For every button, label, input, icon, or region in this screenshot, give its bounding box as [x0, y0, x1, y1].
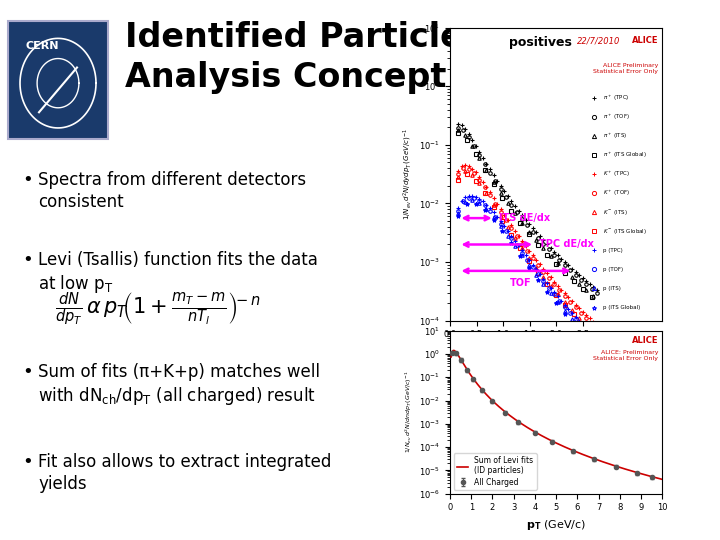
Text: ALICE: Preliminary
Statistical Error Only: ALICE: Preliminary Statistical Error Onl…	[593, 350, 658, 361]
Text: ALICE: ALICE	[631, 36, 658, 45]
X-axis label: $\mathbf{p_T}$ (GeV/c): $\mathbf{p_T}$ (GeV/c)	[526, 518, 586, 532]
Text: 33: 33	[682, 513, 702, 528]
Sum of Levi fits
(ID particles)	[461, 363, 469, 369]
Text: ALICE Preliminary
Statistical Error Only: ALICE Preliminary Statistical Error Only	[593, 63, 658, 73]
Text: •: •	[22, 171, 32, 188]
Text: TOF: TOF	[510, 278, 531, 288]
Sum of Levi fits
(ID particles)	[649, 474, 657, 480]
Sum of Levi fits
(ID particles)	[456, 356, 465, 362]
Text: p (ITS Global): p (ITS Global)	[603, 305, 640, 310]
Y-axis label: $1/N_{ev}\,d^2N/dydp_T\,(GeV/c)^{-1}$: $1/N_{ev}\,d^2N/dydp_T\,(GeV/c)^{-1}$	[401, 128, 414, 220]
Text: $K^+$ (TOF): $K^+$ (TOF)	[603, 188, 630, 198]
Text: p (TOF): p (TOF)	[603, 267, 623, 272]
Sum of Levi fits
(ID particles)	[446, 354, 455, 360]
Bar	[8, 21, 108, 139]
Text: •: •	[22, 453, 32, 471]
Text: ITS dE/dx: ITS dE/dx	[499, 213, 550, 223]
Text: $K^+$ (TPC): $K^+$ (TPC)	[603, 169, 630, 179]
Line: Sum of Levi fits
(ID particles): Sum of Levi fits (ID particles)	[451, 350, 662, 480]
Sum of Levi fits
(ID particles)	[504, 411, 513, 417]
Text: Levi (Tsallis) function fits the data
at low p$_{\mathregular{T}}$: Levi (Tsallis) function fits the data at…	[38, 251, 318, 295]
Text: $K^-$ (ITS Global): $K^-$ (ITS Global)	[603, 227, 647, 236]
Sum of Levi fits
(ID particles)	[487, 396, 496, 403]
Text: $\pi^+$ (ITS): $\pi^+$ (ITS)	[603, 131, 627, 141]
Text: $\frac{dN}{dp_{T}}\,\alpha\, p_{T}\!\left(1+\frac{m_{T}-m}{nT_{l}}\right)^{\!\!-: $\frac{dN}{dp_{T}}\,\alpha\, p_{T}\!\lef…	[55, 291, 261, 328]
Text: •: •	[22, 362, 32, 381]
Text: Identified Particle
Analysis Concept: Identified Particle Analysis Concept	[125, 21, 463, 94]
Text: p (ITS): p (ITS)	[603, 286, 621, 291]
Text: Spectra from different detectors
consistent: Spectra from different detectors consist…	[38, 171, 306, 211]
Text: TPC dE/dx: TPC dE/dx	[539, 240, 594, 249]
Legend: Sum of Levi fits
(ID particles), All Charged: Sum of Levi fits (ID particles), All Cha…	[454, 453, 536, 490]
Text: $\pi^+$ (ITS Global): $\pi^+$ (ITS Global)	[603, 150, 647, 160]
Text: $\pi^+$ (TOF): $\pi^+$ (TOF)	[603, 112, 630, 122]
Text: 22/7/2010: 22/7/2010	[577, 36, 621, 45]
Text: ALICE: ALICE	[631, 336, 658, 345]
Text: CERN: CERN	[26, 40, 60, 51]
Text: $\pi^+$ (TPC): $\pi^+$ (TPC)	[603, 93, 629, 103]
Y-axis label: $1/N_{ev}\,d^2N/dndp_T\,(GeV/c)^{-1}$: $1/N_{ev}\,d^2N/dndp_T\,(GeV/c)^{-1}$	[403, 371, 414, 454]
Text: Low pT Measurements and Particle ID at LHC - Jan Fiete Grosse-Oetringhaus: Low pT Measurements and Particle ID at L…	[11, 514, 517, 527]
Text: Fit also allows to extract integrated
yields: Fit also allows to extract integrated yi…	[38, 453, 331, 494]
Sum of Levi fits
(ID particles)	[658, 476, 667, 483]
Text: positives: positives	[510, 36, 572, 49]
Text: •: •	[22, 251, 32, 268]
Sum of Levi fits
(ID particles)	[449, 347, 457, 354]
Text: p (TPC): p (TPC)	[603, 248, 623, 253]
X-axis label: $\mathbf{p_T}$ (GeV/c): $\mathbf{p_T}$ (GeV/c)	[530, 345, 582, 359]
Text: Sum of fits (π+K+p) matches well
with dN$_{\mathregular{ch}}$/dp$_{\mathregular{: Sum of fits (π+K+p) matches well with dN…	[38, 362, 320, 407]
Sum of Levi fits
(ID particles)	[641, 471, 649, 478]
Text: $K^-$ (ITS): $K^-$ (ITS)	[603, 208, 628, 217]
